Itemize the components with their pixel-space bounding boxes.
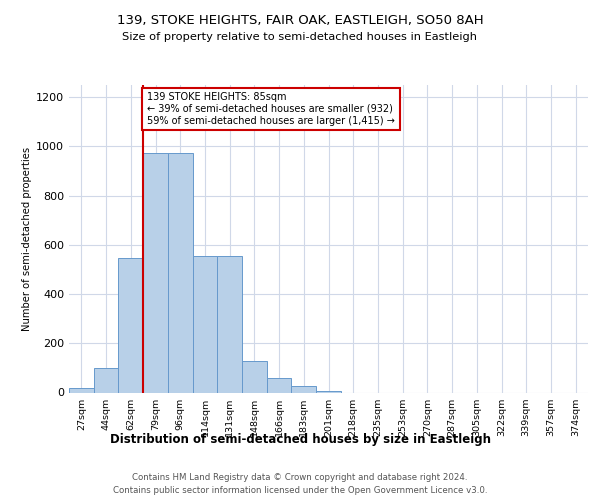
Text: Contains HM Land Registry data © Crown copyright and database right 2024.: Contains HM Land Registry data © Crown c… — [132, 472, 468, 482]
Bar — [168, 152, 193, 392]
Text: Contains public sector information licensed under the Open Government Licence v3: Contains public sector information licen… — [113, 486, 487, 495]
Text: 139, STOKE HEIGHTS, FAIR OAK, EASTLEIGH, SO50 8AH: 139, STOKE HEIGHTS, FAIR OAK, EASTLEIGH,… — [116, 14, 484, 27]
Bar — [217, 256, 242, 392]
Bar — [292, 386, 316, 392]
Text: 139 STOKE HEIGHTS: 85sqm
← 39% of semi-detached houses are smaller (932)
59% of : 139 STOKE HEIGHTS: 85sqm ← 39% of semi-d… — [147, 92, 395, 126]
Bar — [94, 368, 118, 392]
Bar — [118, 258, 143, 392]
Y-axis label: Number of semi-detached properties: Number of semi-detached properties — [22, 146, 32, 331]
Bar — [193, 256, 217, 392]
Bar — [143, 152, 168, 392]
Bar — [267, 378, 292, 392]
Bar — [69, 388, 94, 392]
Text: Size of property relative to semi-detached houses in Eastleigh: Size of property relative to semi-detach… — [122, 32, 478, 42]
Bar — [242, 360, 267, 392]
Text: Distribution of semi-detached houses by size in Eastleigh: Distribution of semi-detached houses by … — [110, 432, 491, 446]
Bar — [316, 390, 341, 392]
